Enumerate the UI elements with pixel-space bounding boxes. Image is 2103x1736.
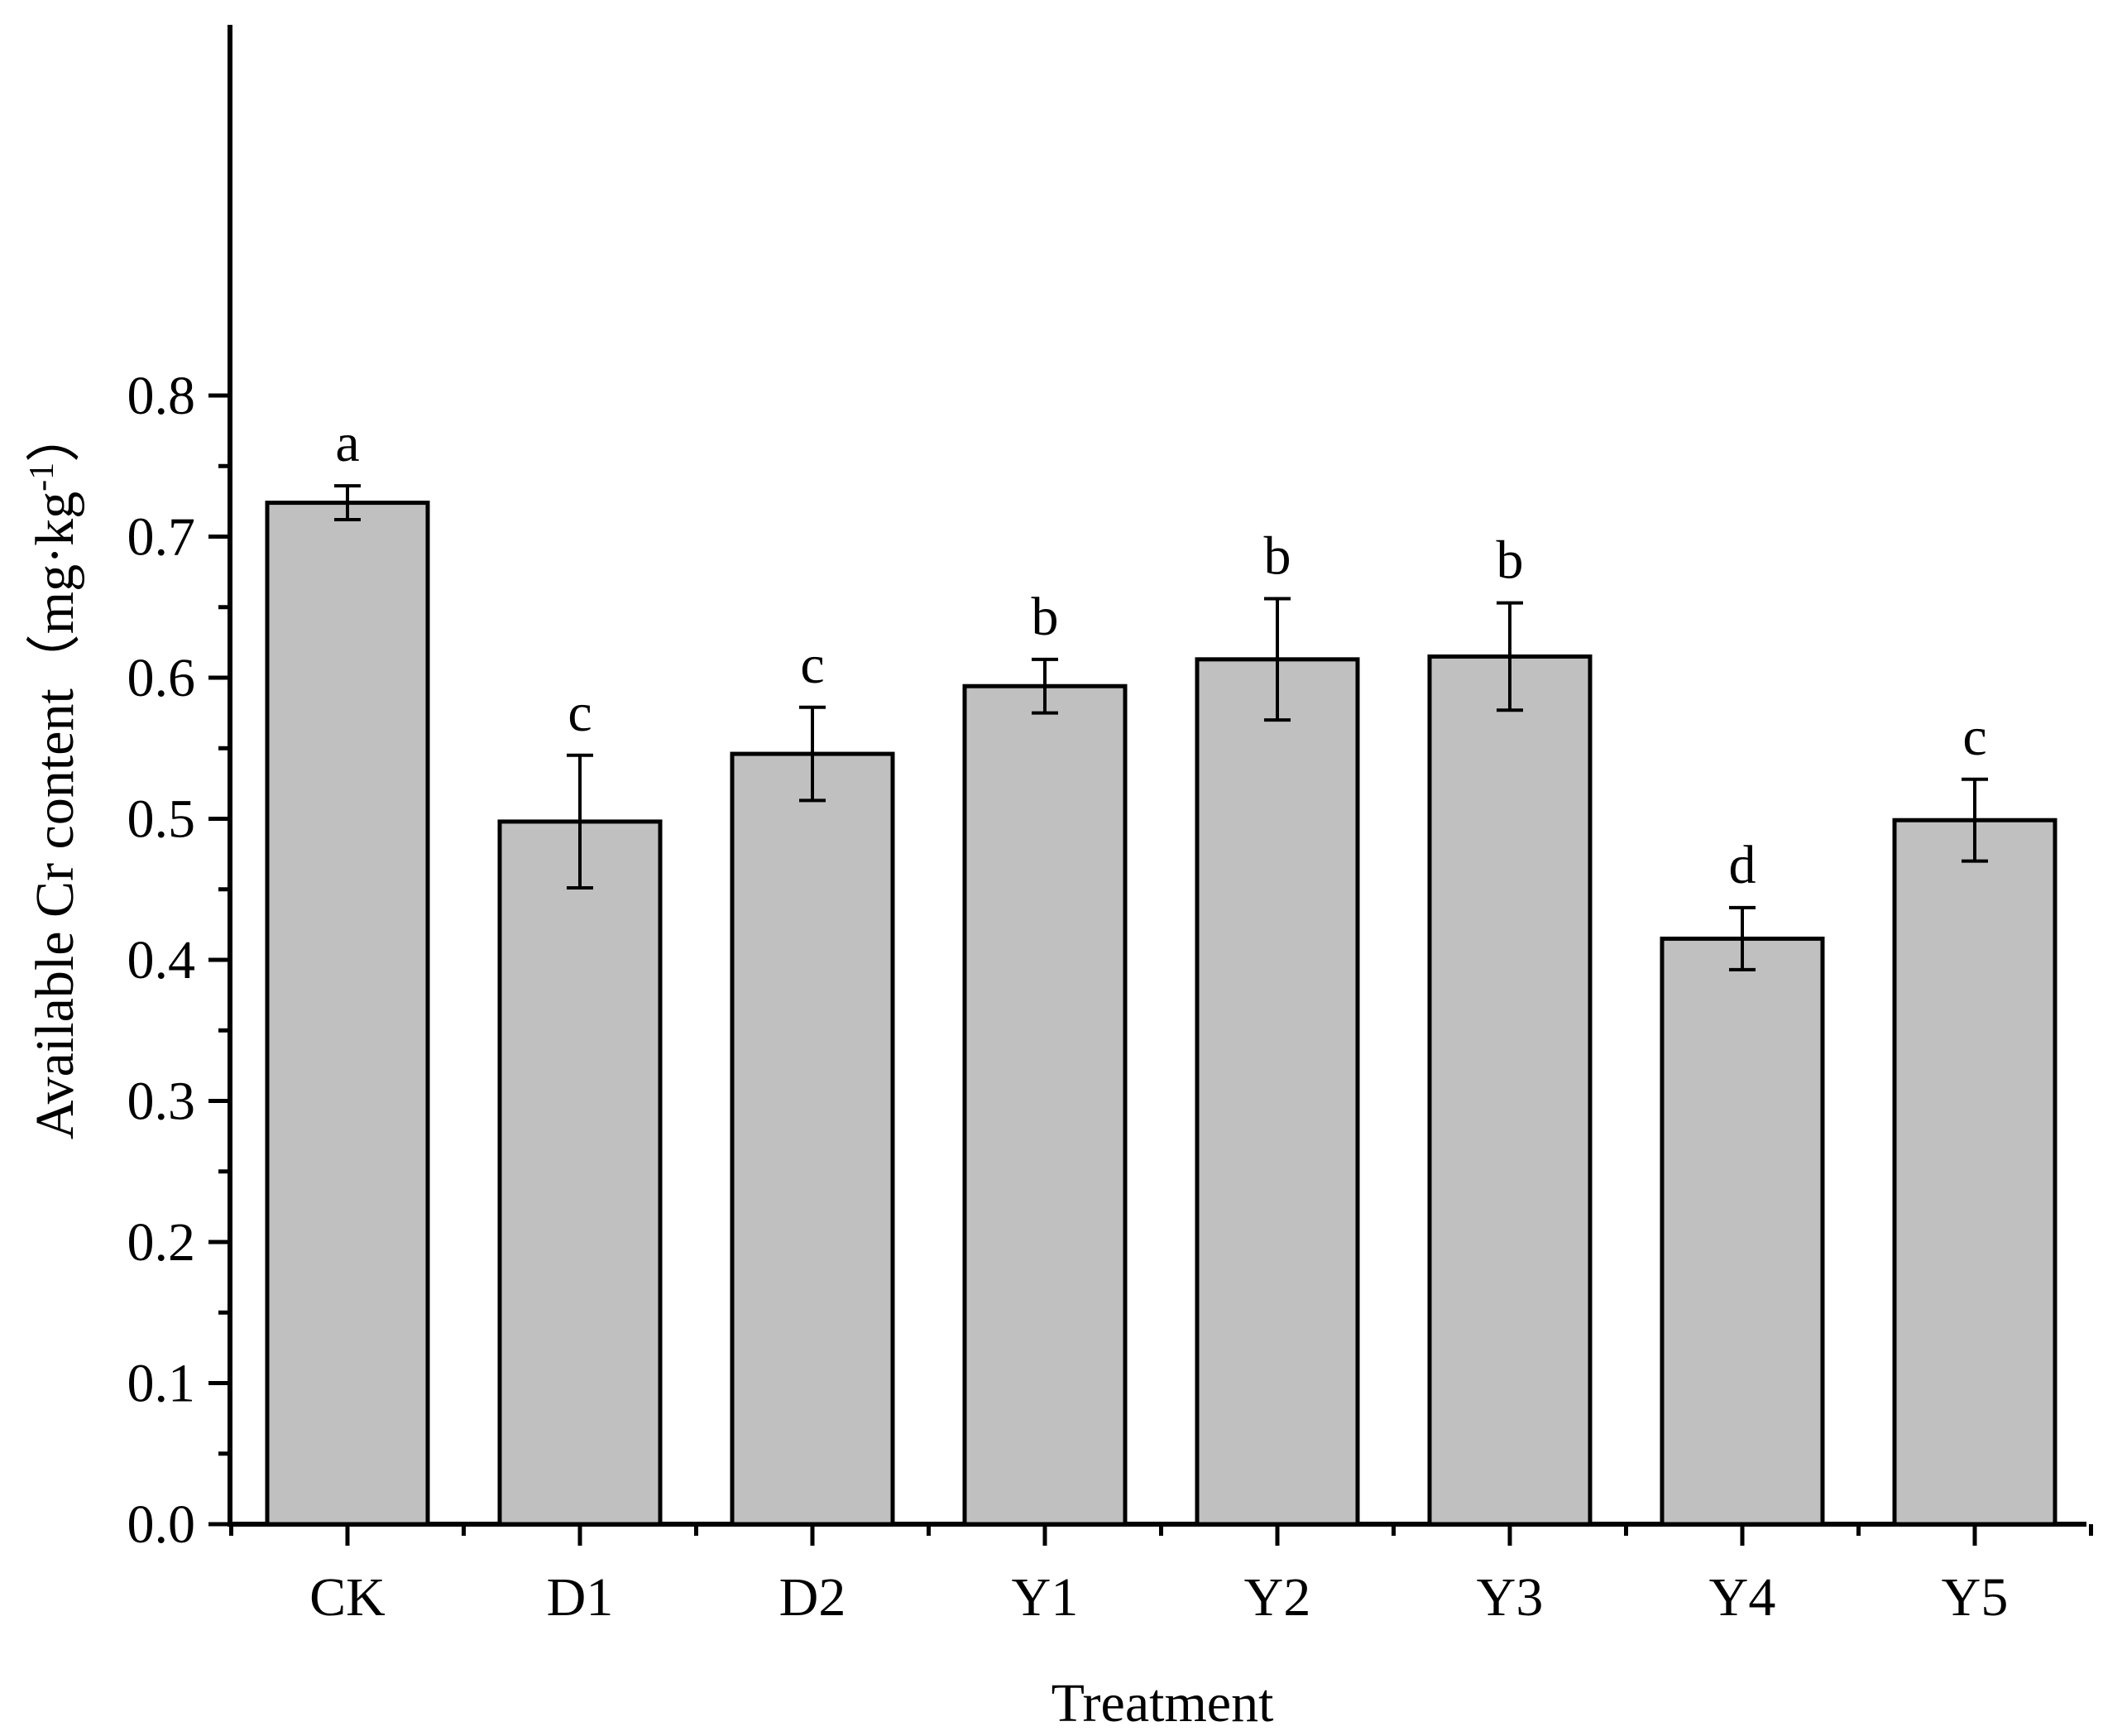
y-tick-label: 0.7: [127, 507, 196, 568]
bar-y3: [1427, 654, 1593, 1527]
bar-y4: [1660, 936, 1825, 1527]
y-tick-label: 0.8: [127, 366, 196, 426]
x-tick-label: D1: [547, 1567, 614, 1628]
bar-y2: [1195, 657, 1360, 1527]
x-tick-label: Y1: [1012, 1567, 1079, 1628]
y-axis-title: Available Cr content（mg·kg-1）: [23, 408, 85, 1139]
significance-label: b: [1264, 526, 1291, 587]
significance-label: b: [1032, 587, 1059, 647]
x-tick-label: D2: [779, 1567, 846, 1628]
bar-d2: [730, 751, 895, 1527]
significance-label: c: [800, 635, 824, 695]
significance-label: c: [568, 683, 592, 743]
labels: 0.0 0.1 0.2 0.3 0.4 0.5 0.6 0.7 0.8 a CK c D1 c D2 b Y1 b…: [127, 366, 2009, 1628]
bar-d1: [497, 819, 663, 1527]
x-tick-label: Y4: [1709, 1567, 1776, 1628]
y-tick-label: 0.0: [127, 1494, 196, 1555]
x-tick-label: CK: [309, 1567, 386, 1628]
y-axis-title-close: ）: [25, 408, 85, 463]
significance-label: d: [1729, 835, 1756, 895]
y-tick-label: 0.6: [127, 648, 196, 708]
y-tick-label: 0.3: [127, 1072, 196, 1132]
bar-y1: [962, 683, 1128, 1527]
y-tick-label: 0.5: [127, 789, 196, 850]
y-axis-title-main: Available Cr content（mg·kg: [25, 492, 85, 1139]
bar-ck: [265, 501, 430, 1527]
significance-label: b: [1497, 530, 1524, 591]
x-tick-label: Y5: [1942, 1567, 2009, 1628]
bar-y5: [1892, 818, 2057, 1527]
y-axis-title-superscript: -1: [23, 463, 61, 492]
bars: [265, 484, 2057, 1527]
significance-label: c: [1962, 707, 1986, 767]
y-tick-label: 0.2: [127, 1212, 196, 1273]
significance-label: a: [335, 413, 359, 473]
x-tick-label: Y2: [1244, 1567, 1311, 1628]
x-tick-label: Y3: [1477, 1567, 1544, 1628]
y-tick-label: 0.1: [127, 1354, 196, 1414]
x-axis-title: Treatment: [1052, 1673, 1274, 1734]
y-tick-label: 0.4: [127, 930, 196, 990]
